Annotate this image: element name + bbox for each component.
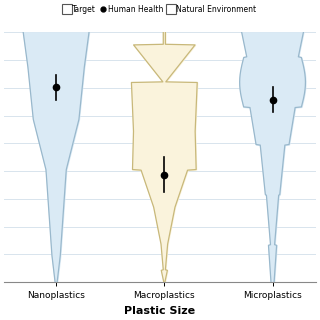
X-axis label: Plastic Size: Plastic Size [124, 306, 196, 316]
Legend: Target, Human Health, Natural Environment: Target, Human Health, Natural Environmen… [62, 4, 258, 16]
